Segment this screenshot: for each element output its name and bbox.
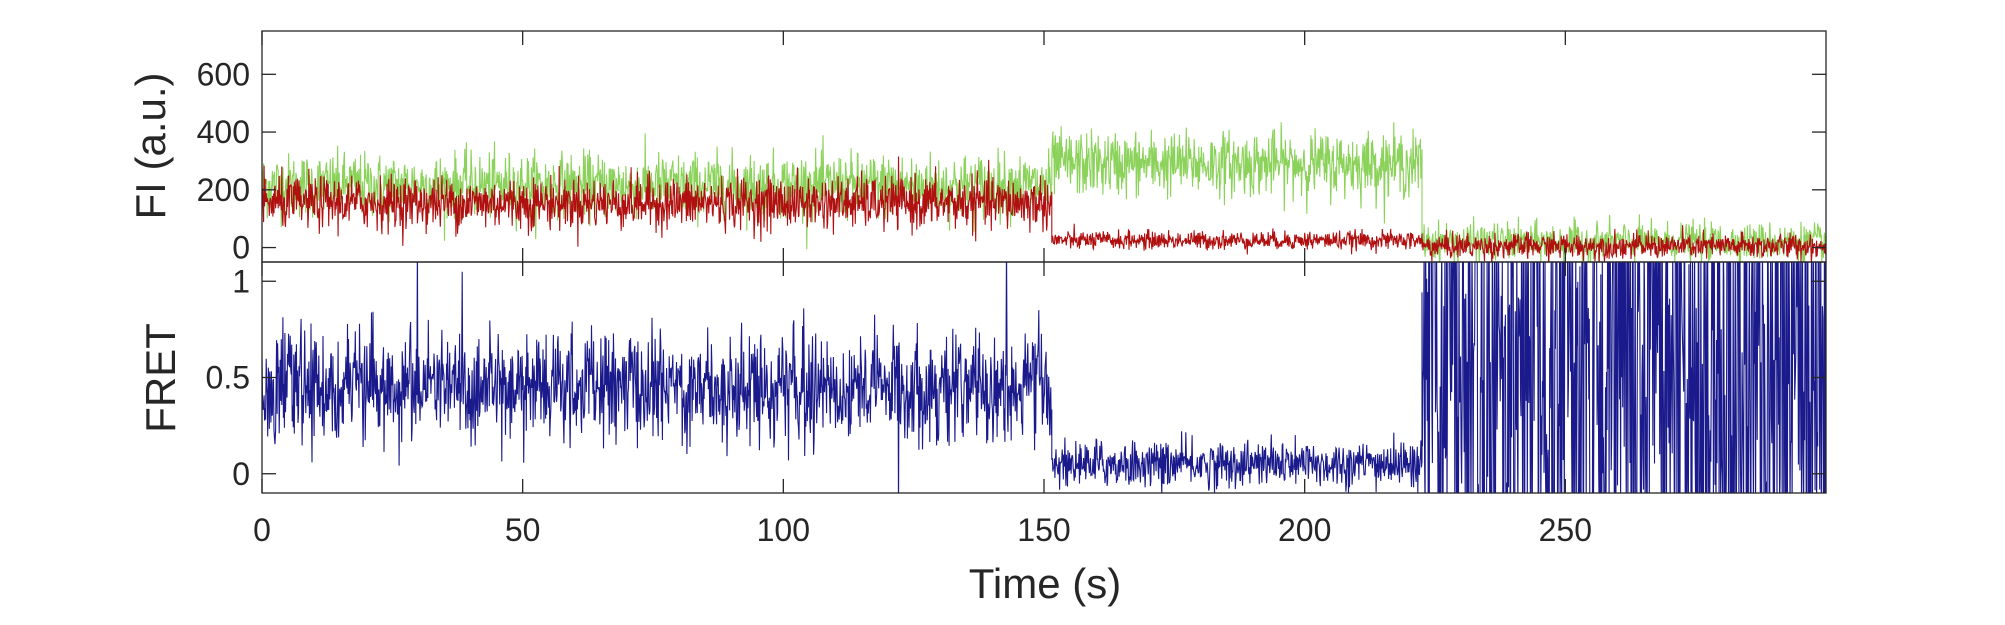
- xtick-label: 250: [1539, 512, 1592, 548]
- ytick-label: 600: [197, 56, 250, 92]
- fluorescence-axes-box: [261, 30, 1827, 263]
- ytick-label: 200: [197, 172, 250, 208]
- xtick-label: 150: [1017, 512, 1070, 548]
- ytick-label: 0: [232, 230, 250, 266]
- xtick-label: 0: [253, 512, 271, 548]
- xtick-label: 200: [1278, 512, 1331, 548]
- ytick-label: 400: [197, 114, 250, 150]
- fret-axes-box: [261, 261, 1827, 494]
- fluorescence-yticks: 0 200 400 600: [197, 31, 1826, 266]
- fret-panel: 00.51 0 50 100 150 200 250 FRET Time (s): [137, 261, 1827, 607]
- fret-yticks: 00.51: [206, 263, 1826, 492]
- xtick-label: 100: [757, 512, 810, 548]
- series-1-0-line: [262, 262, 1826, 493]
- fret-xlabel: Time (s): [969, 560, 1121, 607]
- fret-xticks: 0 50 100 150 200 250: [253, 262, 1592, 548]
- ytick-label: 0.5: [206, 360, 250, 396]
- fret-series-group: [262, 262, 1826, 493]
- ytick-label: 1: [232, 263, 250, 299]
- fluorescence-series-group: [262, 122, 1826, 262]
- series-0-0-line: [262, 122, 1826, 262]
- xtick-label: 50: [505, 512, 541, 548]
- fret-ylabel: FRET: [137, 323, 184, 433]
- fluorescence-panel: 0 200 400 600 FI (a.u.): [127, 30, 1827, 266]
- fluorescence-ylabel: FI (a.u.): [127, 72, 174, 219]
- ytick-label: 0: [232, 456, 250, 492]
